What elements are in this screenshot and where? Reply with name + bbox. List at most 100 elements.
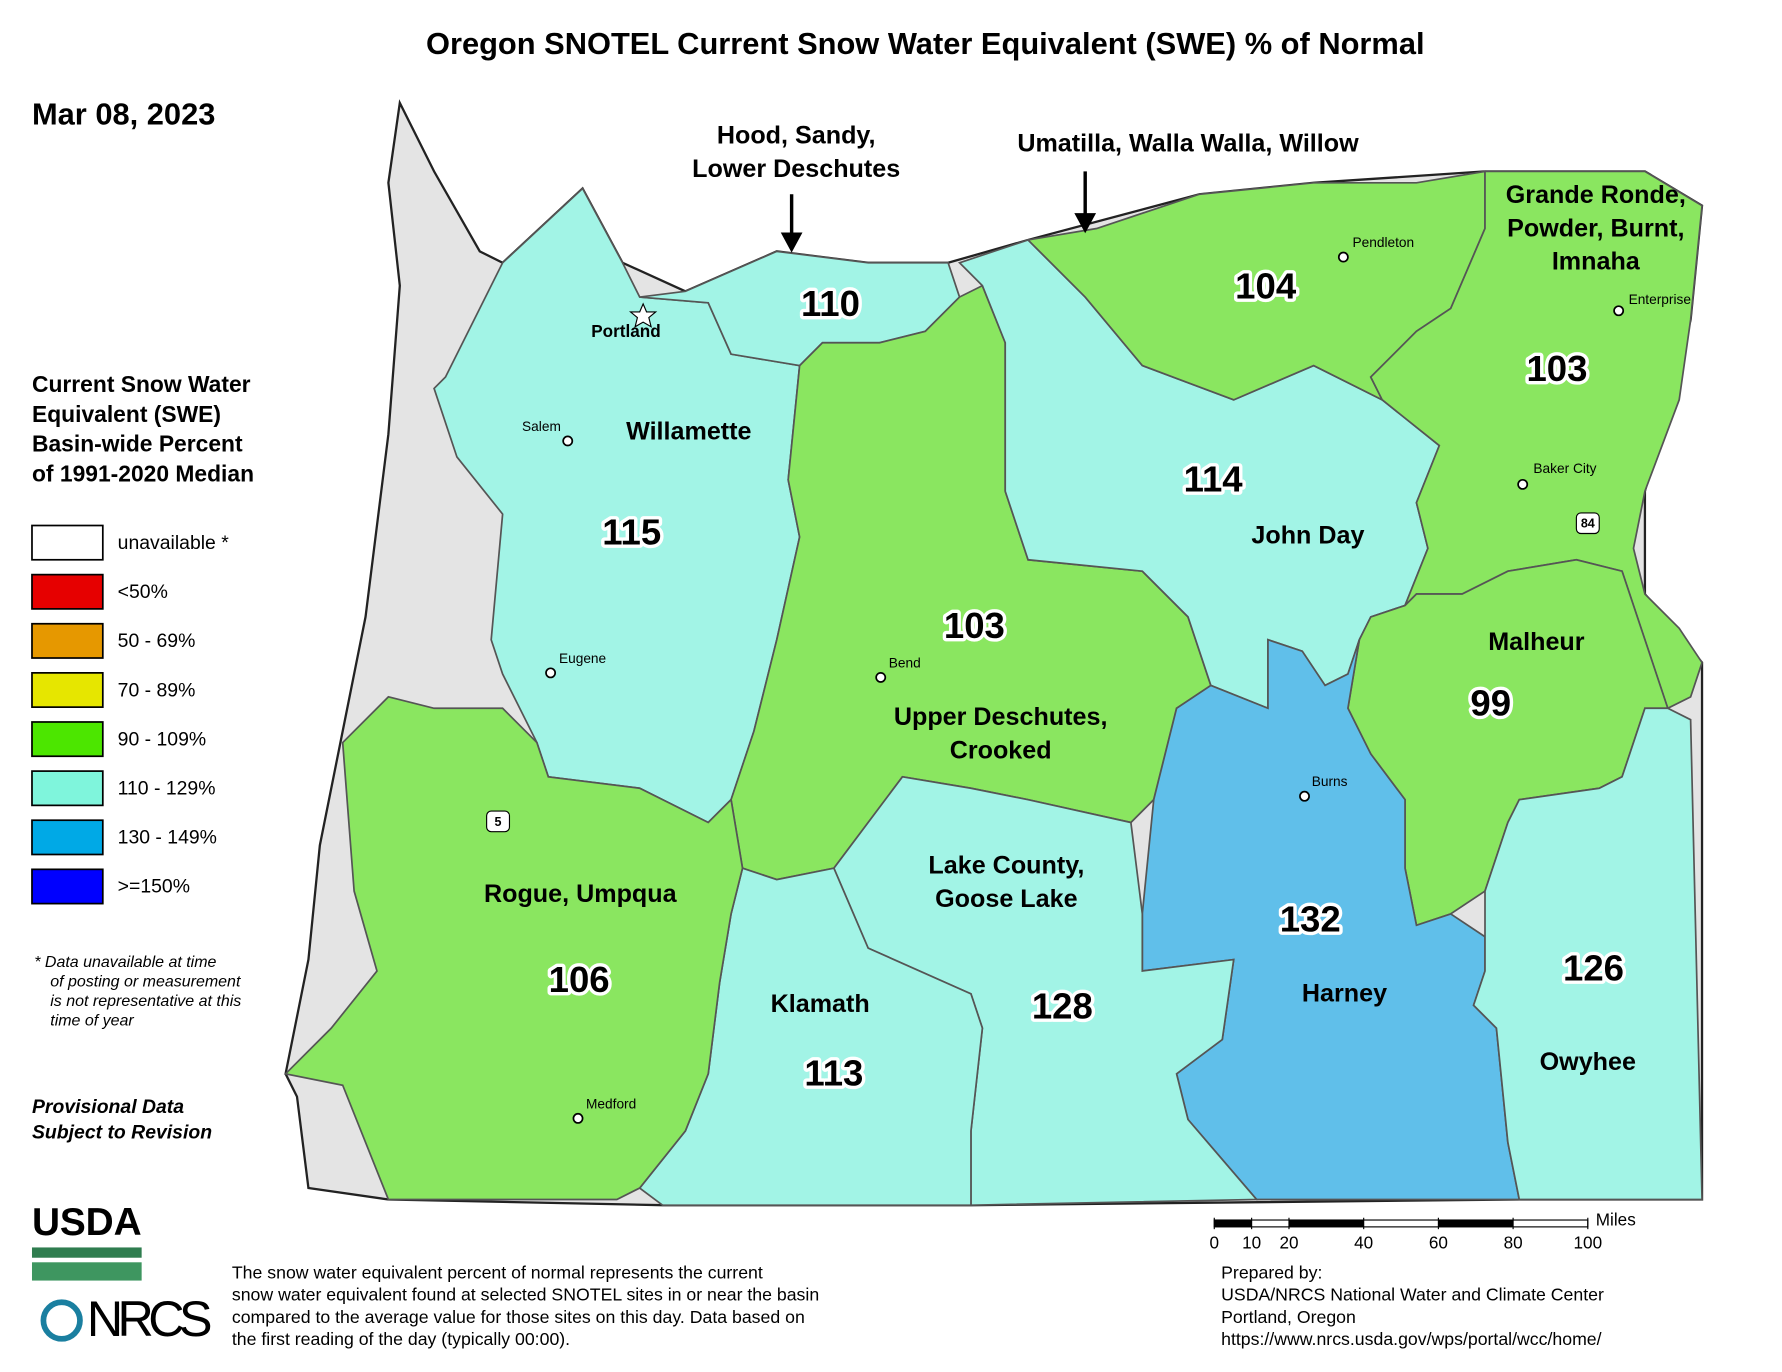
legend-swatch [31, 819, 104, 856]
callout-label: Hood, Sandy, [717, 122, 876, 150]
legend-label: <50% [118, 581, 168, 603]
scale-segment [1438, 1220, 1514, 1227]
city-name: Enterprise [1629, 292, 1691, 307]
city-dot [875, 672, 887, 683]
scale-label: 100 [1574, 1233, 1603, 1253]
highway-number: 84 [1581, 517, 1595, 531]
footnote: is not representative at this [50, 993, 241, 1010]
basin-name: Harney [1302, 980, 1387, 1008]
basin [1472, 707, 1703, 1201]
description: compared to the average value for those … [232, 1307, 805, 1327]
city-star [628, 302, 658, 328]
provisional-note: Provisional Data [32, 1096, 184, 1118]
basin-value: 106 [549, 959, 610, 1000]
nrcs-logo-text: NRCS [87, 1291, 213, 1347]
city-dot [1517, 478, 1529, 490]
basin-name: Lake County, [928, 852, 1084, 880]
arrowhead [1074, 213, 1097, 234]
scale-unit: Miles [1596, 1210, 1636, 1230]
city-name: Medford [586, 1096, 636, 1111]
basin-value: 132 [1280, 899, 1341, 940]
legend-swatch [31, 721, 104, 758]
footnote: * Data unavailable at time [34, 954, 216, 971]
city-dot [1337, 251, 1349, 263]
prepared-by: https://www.nrcs.usda.gov/wps/portal/wcc… [1221, 1329, 1602, 1349]
prepared-by: Portland, Oregon [1221, 1307, 1356, 1327]
legend-title: Equivalent (SWE) [32, 401, 221, 427]
provisional-note: Subject to Revision [32, 1121, 212, 1143]
basin-value: 103 [944, 605, 1005, 646]
scale-label: 10 [1242, 1233, 1261, 1253]
basin-name: Imnaha [1552, 247, 1641, 275]
logo-stripe [31, 1247, 142, 1258]
basin-name: Willamette [626, 418, 751, 446]
title: Oregon SNOTEL Current Snow Water Equival… [426, 26, 1425, 61]
legend-title: of 1991-2020 Median [32, 460, 254, 486]
city-name: Pendleton [1353, 235, 1415, 250]
legend-label: 50 - 69% [118, 630, 196, 652]
prepared-by: USDA/NRCS National Water and Climate Cen… [1221, 1285, 1604, 1305]
city-name: Portland [591, 321, 660, 341]
prepared-by: Prepared by: [1221, 1262, 1322, 1282]
basin-value: 113 [804, 1053, 863, 1094]
legend-label: >=150% [118, 876, 190, 898]
arrowhead [780, 232, 803, 253]
city-dot [1299, 790, 1310, 802]
city-name: Bend [889, 655, 921, 670]
basin-value: 103 [1526, 348, 1587, 389]
city-dot [572, 1112, 584, 1124]
callout-label: Umatilla, Walla Walla, Willow [1017, 130, 1359, 158]
description: The snow water equivalent percent of nor… [232, 1262, 763, 1282]
legend-label: 130 - 149% [118, 827, 217, 849]
legend-swatch [31, 770, 104, 807]
highway-shield [1575, 512, 1600, 535]
highway-shield [486, 810, 511, 833]
legend-title: Basin-wide Percent [32, 431, 243, 457]
callout-label: Lower Deschutes [692, 155, 900, 183]
basin-value: 110 [801, 283, 860, 324]
basin-name: Owyhee [1540, 1048, 1636, 1076]
description: snow water equivalent found at selected … [232, 1285, 819, 1305]
logo-stripe [31, 1262, 142, 1281]
basin-name: Malheur [1488, 628, 1585, 656]
scale-label: 0 [1210, 1233, 1220, 1253]
legend-label: 110 - 129% [118, 778, 216, 800]
scale-label: 40 [1354, 1233, 1373, 1253]
description: the first reading of the day (typically … [232, 1329, 570, 1349]
basin-value: 126 [1563, 948, 1624, 989]
scale-segment [1288, 1220, 1364, 1227]
legend-label: 70 - 89% [118, 679, 196, 701]
basin-name: Grande Ronde, [1506, 181, 1686, 209]
basin-name: Crooked [950, 736, 1052, 764]
scale-segment [1214, 1220, 1252, 1227]
usda-logo [31, 1247, 142, 1342]
city-name: Eugene [559, 651, 606, 666]
city-dot [545, 667, 557, 679]
usda-logo-text: USDA [32, 1201, 142, 1244]
basin-name: John Day [1251, 522, 1364, 550]
basin-name: Goose Lake [935, 885, 1077, 913]
legend-title: Current Snow Water [32, 371, 251, 397]
city-name: Salem [522, 419, 561, 434]
footnote: of posting or measurement [50, 974, 241, 991]
basin-value: 115 [602, 511, 661, 552]
scale-label: 80 [1504, 1233, 1523, 1253]
legend-swatch [31, 622, 104, 659]
basin [283, 695, 744, 1201]
scale-label: 20 [1279, 1233, 1298, 1253]
city-name: Burns [1312, 774, 1348, 789]
highway-number: 5 [495, 815, 502, 829]
date: Mar 08, 2023 [32, 97, 215, 132]
city-dot [562, 435, 574, 447]
footnote: time of year [50, 1012, 134, 1029]
basin-name: Powder, Burnt, [1507, 214, 1684, 242]
basin-value: 99 [1470, 683, 1511, 724]
logo-drop [40, 1299, 83, 1342]
legend-label: 90 - 109% [118, 728, 206, 750]
legend-label: unavailable * [118, 532, 230, 554]
city-dot [1613, 305, 1625, 317]
legend-swatch [31, 524, 104, 561]
scale-label: 60 [1429, 1233, 1448, 1253]
basin-name: Upper Deschutes, [894, 703, 1108, 731]
